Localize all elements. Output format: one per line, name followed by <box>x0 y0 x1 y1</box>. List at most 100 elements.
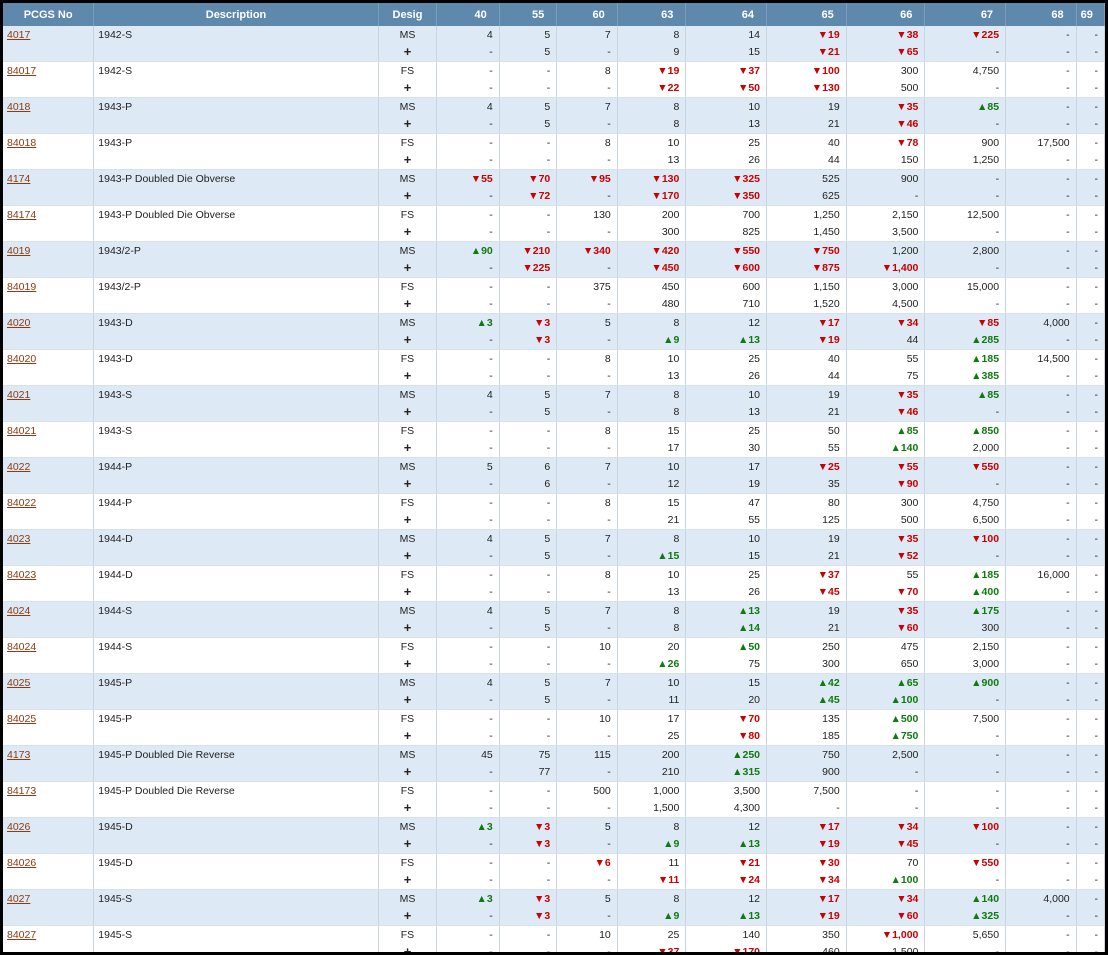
pcgs-no-link[interactable]: 84017 <box>7 64 37 77</box>
price-cell-grade-64: ▼170 <box>685 943 768 952</box>
price-cell-grade-68: - <box>1005 457 1077 476</box>
pcgs-no-cell <box>3 655 95 674</box>
col-header-grade-55[interactable]: 55 <box>499 3 558 26</box>
table-row: 84017 1942-S FS - -8 ▼19 ▼37 ▼100 300 4,750- - <box>3 61 1105 80</box>
price-cell-grade-65: 55 <box>766 439 847 458</box>
price-cell-grade-55: - <box>499 223 558 242</box>
price-cell-grade-64: 12 <box>685 817 768 836</box>
description-cell: 1943-S <box>93 421 379 440</box>
table-row: 4025 1945-P MS 4 5 7 10 15 ▲42 ▲65 ▲900- - <box>3 673 1105 692</box>
price-cell-grade-64: ▲250 <box>685 745 768 764</box>
description-cell: 1945-P Doubled Die Reverse <box>93 781 379 800</box>
price-cell-grade-65: 525 <box>766 169 847 188</box>
pcgs-no-link[interactable]: 4022 <box>7 460 31 473</box>
table-row: + - - - ▲26 75 300 650 3,000- - <box>3 655 1105 674</box>
pcgs-no-link[interactable]: 4017 <box>7 28 31 41</box>
pcgs-no-cell: 4026 <box>3 817 95 836</box>
price-cell-grade-69: - <box>1076 601 1105 620</box>
price-cell-grade-40: - <box>436 565 500 584</box>
designation-cell: FS <box>378 277 438 296</box>
price-cell-grade-65: ▼45 <box>766 583 847 602</box>
price-cell-grade-63: 9 <box>617 43 687 62</box>
pcgs-no-cell <box>3 907 95 926</box>
pcgs-no-link[interactable]: 4020 <box>7 316 31 329</box>
col-header-grade-69[interactable]: 69 <box>1076 3 1105 26</box>
pcgs-no-link[interactable]: 4027 <box>7 892 31 905</box>
pcgs-no-link[interactable]: 84020 <box>7 352 37 365</box>
pcgs-no-link[interactable]: 84026 <box>7 856 37 869</box>
price-cell-grade-63: 1,500 <box>617 799 687 818</box>
price-cell-grade-65: ▼17 <box>766 817 847 836</box>
pcgs-no-link[interactable]: 4174 <box>7 172 31 185</box>
col-header-grade-64[interactable]: 64 <box>685 3 768 26</box>
price-cell-grade-67: 1,250 <box>924 151 1007 170</box>
pcgs-no-link[interactable]: 84024 <box>7 640 37 653</box>
col-header-grade-40[interactable]: 40 <box>436 3 500 26</box>
price-cell-grade-67: - <box>924 223 1007 242</box>
price-cell-grade-68: - <box>1005 907 1077 926</box>
price-cell-grade-67: ▼550 <box>924 457 1007 476</box>
pcgs-no-link[interactable]: 84018 <box>7 136 37 149</box>
pcgs-no-link[interactable]: 4023 <box>7 532 31 545</box>
price-cell-grade-69: - <box>1076 169 1105 188</box>
price-cell-grade-68: - <box>1005 511 1077 530</box>
pcgs-no-link[interactable]: 84173 <box>7 784 37 797</box>
description-cell <box>93 871 379 890</box>
description-cell: 1944-D <box>93 529 379 548</box>
price-cell-grade-66: - <box>846 781 926 800</box>
pcgs-no-link[interactable]: 4019 <box>7 244 31 257</box>
price-cell-grade-65: ▲45 <box>766 691 847 710</box>
pcgs-no-link[interactable]: 84019 <box>7 280 37 293</box>
price-cell-grade-66: ▲100 <box>846 871 926 890</box>
col-header-grade-67[interactable]: 67 <box>924 3 1007 26</box>
pcgs-no-link[interactable]: 4173 <box>7 748 31 761</box>
pcgs-no-link[interactable]: 4018 <box>7 100 31 113</box>
designation-cell: FS <box>378 781 438 800</box>
price-cell-grade-55: - <box>499 565 558 584</box>
price-cell-grade-66: ▼35 <box>846 385 926 404</box>
price-cell-grade-67: 4,750 <box>924 493 1007 512</box>
pcgs-no-link[interactable]: 84025 <box>7 712 37 725</box>
pcgs-no-cell: 4021 <box>3 385 95 404</box>
col-header-description[interactable]: Description <box>93 3 379 26</box>
pcgs-no-link[interactable]: 84174 <box>7 208 37 221</box>
price-cell-grade-69: - <box>1076 367 1105 386</box>
pcgs-no-cell: 84020 <box>3 349 95 368</box>
col-header-desig[interactable]: Desig <box>378 3 438 26</box>
price-cell-grade-65: 44 <box>766 151 847 170</box>
price-cell-grade-64: 825 <box>685 223 768 242</box>
pcgs-no-link[interactable]: 84027 <box>7 928 37 941</box>
pcgs-no-link[interactable]: 84023 <box>7 568 37 581</box>
price-cell-grade-60: - <box>556 223 618 242</box>
price-cell-grade-67: - <box>924 187 1007 206</box>
price-cell-grade-40: - <box>436 835 500 854</box>
price-cell-grade-65: 21 <box>766 403 847 422</box>
price-cell-grade-65: 19 <box>766 601 847 620</box>
price-cell-grade-60: ▼95 <box>556 169 618 188</box>
col-header-grade-66[interactable]: 66 <box>846 3 926 26</box>
designation-cell: MS <box>378 457 438 476</box>
pcgs-no-link[interactable]: 84022 <box>7 496 37 509</box>
price-cell-grade-60: 7 <box>556 385 618 404</box>
price-cell-grade-68: - <box>1005 331 1077 350</box>
pcgs-no-link[interactable]: 4021 <box>7 388 31 401</box>
pcgs-no-link[interactable]: 4025 <box>7 676 31 689</box>
price-cell-grade-66: 1,200 <box>846 241 926 260</box>
col-header-grade-68[interactable]: 68 <box>1005 3 1077 26</box>
pcgs-no-link[interactable]: 84021 <box>7 424 37 437</box>
price-cell-grade-40: ▲3 <box>436 889 500 908</box>
designation-cell: MS <box>378 169 438 188</box>
col-header-pcgs-no[interactable]: PCGS No <box>3 3 95 26</box>
col-header-grade-65[interactable]: 65 <box>766 3 847 26</box>
pcgs-no-link[interactable]: 4024 <box>7 604 31 617</box>
price-cell-grade-63: 10 <box>617 349 687 368</box>
col-header-grade-63[interactable]: 63 <box>617 3 687 26</box>
col-header-grade-60[interactable]: 60 <box>556 3 618 26</box>
pcgs-no-cell <box>3 151 95 170</box>
price-cell-grade-64: ▲50 <box>685 637 768 656</box>
price-cell-grade-40: - <box>436 871 500 890</box>
price-cell-grade-55: - <box>499 583 558 602</box>
price-cell-grade-69: - <box>1076 331 1105 350</box>
description-cell: 1944-S <box>93 637 379 656</box>
pcgs-no-link[interactable]: 4026 <box>7 820 31 833</box>
